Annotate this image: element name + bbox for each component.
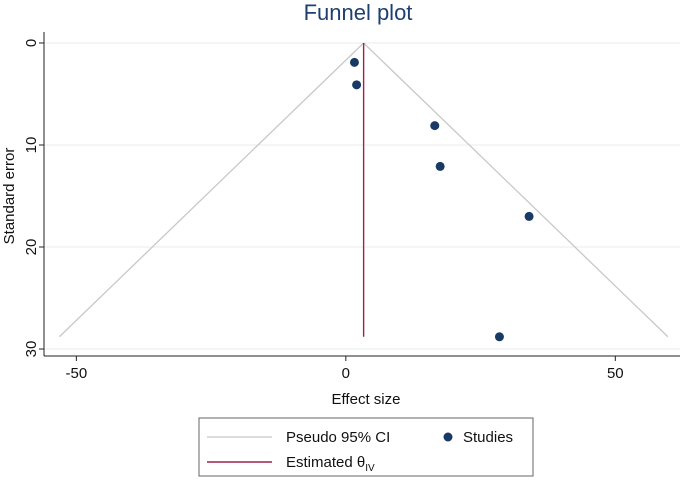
legend-estimate-name: Estimated θ xyxy=(286,454,365,471)
study-point xyxy=(430,121,440,131)
y-tick-label: 0 xyxy=(23,39,40,47)
legend-ci-label: Pseudo 95% CI xyxy=(286,429,390,446)
legend-estimate-subscript: IV xyxy=(365,463,375,474)
study-point xyxy=(349,57,359,67)
ci-line-left xyxy=(58,42,365,338)
y-tick-label: 30 xyxy=(23,341,40,358)
study-point xyxy=(352,80,362,90)
legend-estimate-label: Estimated θIV xyxy=(286,454,375,474)
study-point xyxy=(494,332,504,342)
study-points xyxy=(349,57,534,342)
legend: Pseudo 95% CI Studies Estimated θIV xyxy=(198,417,534,477)
legend-studies-label: Studies xyxy=(463,429,513,446)
y-axis-title: Standard error xyxy=(1,148,18,245)
axes: 0 10 20 30 -50 0 50 xyxy=(23,32,680,382)
grid-lines xyxy=(44,42,680,350)
pseudo-ci-lines xyxy=(58,42,669,338)
legend-studies-swatch xyxy=(443,432,453,442)
x-tick-label: 50 xyxy=(607,365,624,382)
ci-line-right xyxy=(363,42,669,338)
study-point xyxy=(435,161,445,171)
chart-title: Funnel plot xyxy=(304,0,413,25)
y-tick-label: 10 xyxy=(23,137,40,154)
legend-box xyxy=(198,417,534,477)
x-tick-label: 0 xyxy=(342,365,350,382)
study-point xyxy=(524,211,534,221)
x-tick-label: -50 xyxy=(65,365,87,382)
x-axis-title: Effect size xyxy=(332,391,401,408)
y-tick-label: 20 xyxy=(23,239,40,256)
